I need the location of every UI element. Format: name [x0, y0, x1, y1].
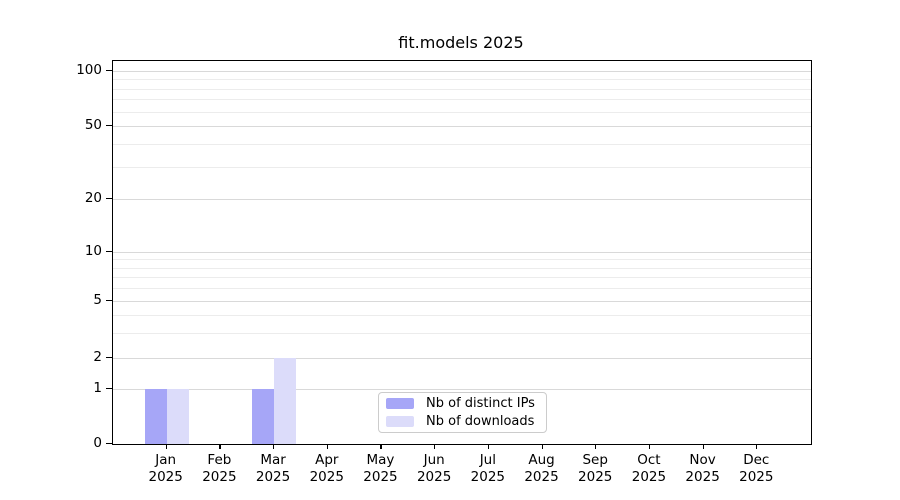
x-tick-year: 2025 [631, 469, 667, 485]
x-tick-label-jan: Jan 2025 [134, 452, 198, 486]
y-tick-mark [106, 198, 112, 200]
y-tick-label: 20 [84, 190, 102, 206]
x-tick-label-oct: Oct 2025 [617, 452, 681, 486]
x-tick-month: Jun [423, 452, 445, 468]
gridline-minor [113, 267, 811, 269]
gridline-minor [113, 79, 811, 81]
x-tick-mark [380, 444, 382, 449]
legend-item-downloads: Nb of downloads [386, 414, 546, 429]
gridline-minor [113, 99, 811, 101]
y-tick-label: 100 [76, 62, 102, 78]
x-tick-month: Apr [315, 452, 339, 468]
gridline-major [113, 389, 811, 390]
x-tick-label-may: May 2025 [348, 452, 412, 486]
x-tick-year: 2025 [309, 469, 344, 485]
x-tick-month: Jul [479, 452, 496, 468]
legend-swatch-downloads [386, 416, 414, 427]
x-tick-year: 2025 [578, 469, 613, 485]
x-tick-mark [219, 444, 221, 449]
x-tick-year: 2025 [416, 469, 452, 485]
y-tick-label: 5 [93, 292, 102, 308]
y-tick-label: 10 [84, 243, 102, 259]
y-tick-label: 2 [93, 349, 102, 365]
y-tick-label: 0 [93, 435, 102, 451]
x-tick-year: 2025 [739, 469, 774, 485]
x-tick-label-apr: Apr 2025 [295, 452, 359, 486]
gridline-major [113, 301, 811, 302]
bar-nb-of-downloads [166, 389, 189, 444]
x-tick-label-jul: Jul 2025 [456, 452, 520, 486]
x-tick-month: Jan [155, 452, 177, 468]
legend-label-downloads: Nb of downloads [426, 414, 535, 429]
x-tick-label-nov: Nov 2025 [671, 452, 735, 486]
bar-nb-of-downloads [274, 358, 297, 444]
plot-area [112, 60, 812, 445]
x-tick-label-sep: Sep 2025 [563, 452, 627, 486]
gridline-major [113, 199, 811, 200]
y-tick-mark [106, 300, 112, 302]
x-tick-mark [273, 444, 275, 449]
x-tick-label-aug: Aug 2025 [510, 452, 574, 486]
y-tick-mark [106, 70, 112, 72]
gridline-minor [113, 166, 811, 168]
legend-label-distinct-ips: Nb of distinct IPs [426, 396, 535, 411]
gridline-major [113, 358, 811, 359]
x-tick-year: 2025 [202, 469, 237, 485]
x-tick-mark [326, 444, 328, 449]
legend: Nb of distinct IPs Nb of downloads [378, 392, 547, 433]
x-tick-label-mar: Mar 2025 [241, 452, 305, 486]
y-tick-mark [106, 125, 112, 127]
x-tick-year: 2025 [363, 469, 398, 485]
x-tick-month: Sep [582, 452, 608, 468]
x-tick-year: 2025 [255, 469, 291, 485]
x-tick-mark [541, 444, 543, 449]
y-tick-mark [106, 357, 112, 359]
y-tick-mark [106, 443, 112, 445]
x-tick-year: 2025 [685, 469, 720, 485]
x-tick-month: Mar [260, 452, 286, 468]
gridline-minor [113, 332, 811, 334]
x-tick-mark [648, 444, 651, 449]
gridline-minor [113, 288, 811, 290]
x-tick-month: Feb [207, 452, 232, 468]
x-tick-month: Nov [689, 452, 716, 468]
gridline-minor [113, 143, 811, 145]
bar-nb-of-distinct-ips [252, 389, 275, 444]
y-tick-label: 50 [84, 117, 102, 133]
x-tick-year: 2025 [148, 469, 183, 485]
gridline-major [113, 252, 811, 253]
y-tick-mark [106, 388, 112, 390]
gridline-major [113, 126, 811, 127]
x-tick-month: Oct [637, 452, 661, 468]
x-tick-year: 2025 [524, 469, 559, 485]
legend-item-distinct-ips: Nb of distinct IPs [386, 396, 546, 411]
x-tick-label-feb: Feb 2025 [187, 452, 251, 486]
x-tick-mark [487, 444, 490, 449]
gridline-major [113, 71, 811, 72]
y-tick-mark [106, 251, 112, 253]
x-tick-mark [702, 444, 704, 449]
x-tick-mark [756, 444, 758, 449]
gridline-minor [113, 277, 811, 279]
x-tick-mark [434, 444, 436, 449]
legend-swatch-distinct-ips [386, 398, 414, 409]
x-tick-month: May [366, 452, 395, 468]
chart-title: fit.models 2025 [398, 33, 524, 52]
gridline-minor [113, 111, 811, 113]
gridline-minor [113, 314, 811, 316]
bar-nb-of-distinct-ips [144, 389, 167, 444]
y-tick-label: 1 [93, 380, 102, 396]
gridline-minor [113, 88, 811, 90]
x-tick-label-jun: Jun 2025 [402, 452, 466, 486]
x-tick-month: Dec [743, 452, 770, 468]
x-tick-year: 2025 [470, 469, 506, 485]
x-tick-mark [165, 444, 167, 449]
gridline-minor [113, 259, 811, 261]
x-tick-label-dec: Dec 2025 [724, 452, 788, 486]
x-tick-month: Aug [528, 452, 555, 468]
x-tick-mark [595, 444, 597, 449]
